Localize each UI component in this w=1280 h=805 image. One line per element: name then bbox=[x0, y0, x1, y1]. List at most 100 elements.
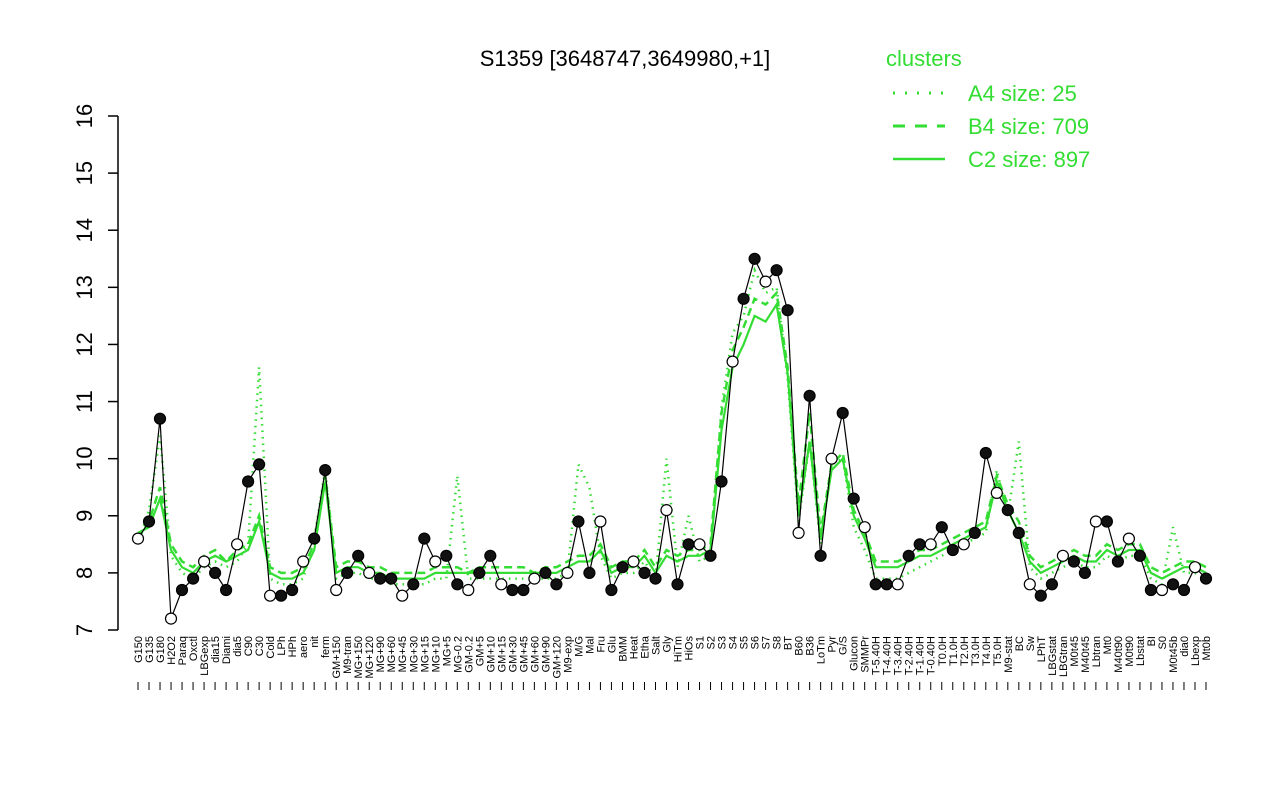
x-tick-label: MG+90 bbox=[375, 636, 387, 672]
x-tick-label: dia0 bbox=[1179, 636, 1191, 657]
x-tick-label: S8 bbox=[772, 636, 784, 649]
x-tick-label: T0.0H bbox=[937, 636, 949, 666]
x-tick-label: LBGstat bbox=[1047, 636, 1059, 676]
data-point bbox=[616, 561, 629, 574]
x-tick-label: Pyr bbox=[827, 636, 839, 653]
x-tick-label: G150 bbox=[133, 636, 145, 663]
x-tick-label: LBGtran bbox=[1058, 636, 1070, 677]
series-layer bbox=[136, 266, 1207, 587]
y-tick-label: 7 bbox=[72, 624, 97, 636]
x-tick-label: HiTm bbox=[673, 636, 685, 662]
data-point bbox=[1188, 561, 1202, 574]
data-point bbox=[418, 532, 431, 545]
data-point bbox=[220, 583, 233, 597]
data-point bbox=[275, 589, 288, 602]
data-point bbox=[550, 578, 563, 591]
x-tick-label: LoTm bbox=[816, 636, 828, 664]
data-point bbox=[825, 452, 838, 465]
data-point bbox=[682, 538, 695, 551]
x-tick-label: BT bbox=[783, 636, 795, 650]
data-point bbox=[297, 555, 310, 568]
data-point bbox=[407, 578, 420, 591]
data-point bbox=[319, 464, 332, 477]
data-point bbox=[693, 538, 706, 551]
x-tick-label: MG-0.2 bbox=[452, 636, 464, 673]
data-point bbox=[506, 583, 519, 597]
x-tick-label: Paraq bbox=[177, 636, 189, 665]
x-tick-label: nit bbox=[309, 636, 321, 648]
y-tick-label: 8 bbox=[72, 567, 97, 579]
data-point bbox=[1144, 583, 1158, 597]
data-point bbox=[396, 589, 409, 602]
x-tick-label: MG+120 bbox=[364, 636, 376, 679]
data-point bbox=[1078, 566, 1092, 580]
x-tick-label: Mt0 bbox=[1102, 636, 1114, 654]
data-point bbox=[594, 515, 607, 528]
x-tick-label: dia15 bbox=[210, 636, 222, 663]
x-tick-label: GM+120 bbox=[551, 636, 563, 679]
data-point bbox=[792, 526, 805, 540]
series-line-dotted bbox=[136, 266, 1207, 587]
x-tick-label: S3 bbox=[717, 636, 729, 649]
data-point bbox=[462, 583, 475, 597]
y-tick-label: 14 bbox=[72, 218, 97, 242]
x-tick-label: Fru bbox=[595, 636, 607, 653]
x-tick-label: GM+150 bbox=[331, 636, 343, 679]
data-point bbox=[891, 578, 904, 591]
x-tick-label: MG+45 bbox=[397, 636, 409, 672]
x-tick-label: T-4.40H bbox=[882, 636, 894, 675]
series-line-dashed bbox=[136, 290, 1207, 575]
data-point bbox=[517, 583, 530, 597]
data-point bbox=[352, 549, 365, 562]
x-tick-label: MG+5 bbox=[441, 636, 453, 666]
data-point bbox=[1001, 504, 1014, 517]
x-tick-label: S5 bbox=[739, 636, 751, 649]
x-tick-label: T3.0H bbox=[970, 636, 982, 666]
data-point bbox=[1199, 572, 1213, 585]
x-tick-label: S4 bbox=[728, 636, 740, 649]
x-tick-label: GM-0.2 bbox=[463, 636, 475, 673]
x-tick-label: T-3.40H bbox=[893, 636, 905, 675]
x-tick-label: ferm bbox=[320, 636, 332, 658]
data-point bbox=[385, 572, 398, 585]
data-point bbox=[1034, 589, 1047, 602]
legend-label: B4 size: 709 bbox=[968, 114, 1089, 139]
data-point bbox=[1089, 515, 1103, 528]
data-point bbox=[748, 252, 761, 265]
data-point bbox=[781, 304, 794, 317]
x-tick-label: GM+30 bbox=[507, 636, 519, 672]
x-tick-label: T1.0H bbox=[948, 636, 960, 666]
x-tick-label: T-0.40H bbox=[926, 636, 938, 675]
data-point bbox=[1177, 583, 1191, 597]
data-point bbox=[363, 566, 376, 580]
y-tick-label: 9 bbox=[72, 510, 97, 522]
series-line-solid bbox=[137, 301, 1207, 580]
legend: clusters A4 size: 25 B4 size: 709 C2 size:… bbox=[886, 46, 1090, 172]
data-point bbox=[1012, 526, 1025, 540]
x-tick-label: LPh bbox=[276, 636, 288, 656]
x-tick-label: Lbexp bbox=[1190, 636, 1202, 666]
x-tick-label: M0t45 bbox=[1069, 636, 1081, 667]
data-point bbox=[935, 521, 948, 534]
data-point bbox=[1133, 549, 1147, 562]
x-tick-label: Sw bbox=[1025, 636, 1037, 651]
x-tick-label: SMMPr bbox=[860, 636, 872, 673]
data-point bbox=[1067, 555, 1081, 568]
axes: 7 8 9 10 11 12 13 14 15 16 G150 G135 G180 H2O2 Paraq Ox… bbox=[72, 104, 1213, 690]
data-point bbox=[153, 412, 167, 425]
x-tick-label: T4.0H bbox=[981, 636, 993, 666]
x-tick-label: M9-exp bbox=[562, 636, 574, 673]
data-point bbox=[726, 355, 739, 368]
x-tick-label: T-5.40H bbox=[871, 636, 883, 675]
x-tick-label: GM+15 bbox=[496, 636, 508, 672]
x-tick-label: GM+5 bbox=[474, 636, 486, 666]
data-point bbox=[286, 583, 299, 597]
x-tick-label: Lbstat bbox=[1135, 636, 1147, 666]
y-tick-label: 16 bbox=[72, 104, 97, 128]
data-point bbox=[187, 572, 200, 585]
x-tick-label: M0t45b bbox=[1168, 636, 1180, 673]
data-point bbox=[451, 578, 464, 591]
x-tick-label: Glu bbox=[606, 636, 618, 653]
data-point bbox=[968, 526, 981, 540]
